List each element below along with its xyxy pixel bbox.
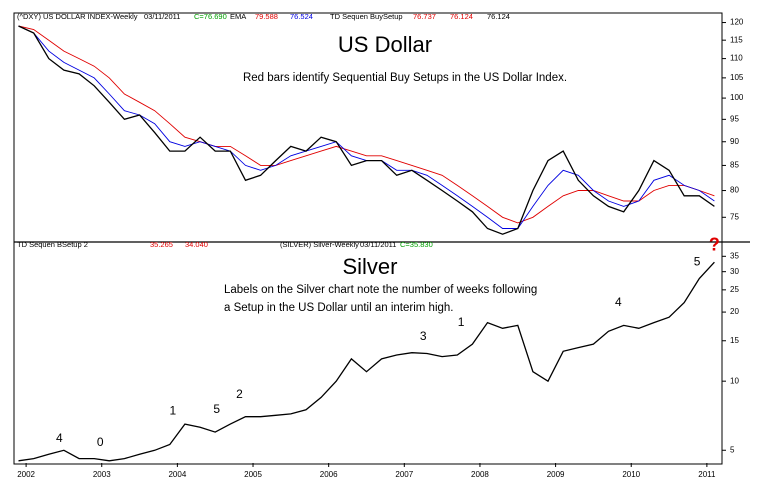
y-tick-label: 90: [730, 137, 739, 146]
annotation: 5: [213, 402, 220, 416]
frame: [13, 12, 723, 465]
panel-title: US Dollar: [338, 32, 432, 57]
x-tick-label: 2010: [622, 470, 640, 479]
price-line: [18, 25, 715, 235]
annotation: 2: [236, 387, 243, 401]
y-tick-label: 20: [730, 307, 739, 316]
price-line: [18, 25, 715, 224]
x-tick-label: 2003: [93, 470, 111, 479]
y-tick-label: 85: [730, 161, 739, 170]
y-tick-label: 10: [730, 376, 739, 385]
y-tick-label: 120: [730, 18, 744, 27]
y-tick-label: 75: [730, 212, 739, 221]
header-text: TD Sequen BSetup 2: [17, 240, 88, 249]
header-text: 35.265: [150, 240, 173, 249]
header-text: 76.124: [450, 12, 473, 21]
header-text: 76.124: [487, 12, 510, 21]
annotation: 1: [170, 403, 177, 417]
x-tick-label: 2005: [244, 470, 262, 479]
y-tick-label: 115: [730, 35, 743, 44]
x-tick-label: 2006: [320, 470, 338, 479]
price-line: [18, 261, 715, 462]
header-text: (SILVER) Silver-Weekly: [280, 240, 359, 249]
panel-note: a Setup in the US Dollar until an interi…: [224, 302, 453, 314]
y-tick-label: 25: [730, 285, 739, 294]
y-tick-label: 35: [730, 251, 739, 260]
x-tick-label: 2011: [698, 470, 716, 479]
header-text: EMA: [230, 12, 246, 21]
annotation: 4: [56, 431, 63, 445]
x-tick-label: 2007: [395, 470, 413, 479]
header-text: TD Sequen BuySetup: [330, 12, 403, 21]
y-tick-label: 80: [730, 186, 739, 195]
y-tick-label: 30: [730, 267, 739, 276]
annotation: 5: [694, 254, 701, 268]
x-tick-label: 2008: [471, 470, 489, 479]
panel-title: Silver: [342, 254, 397, 279]
annotation: 1: [458, 315, 465, 329]
annotation: 3: [420, 329, 427, 343]
header-text: 03/11/2011: [360, 240, 396, 249]
header-text: 34.040: [185, 240, 208, 249]
annotation: 4: [615, 295, 622, 309]
header-text: 76.737: [413, 12, 436, 21]
annotation: ?: [709, 234, 720, 254]
header-text: 03/11/2011: [144, 12, 180, 21]
header-text: 76.524: [290, 12, 313, 21]
panel-note: Red bars identify Sequential Buy Setups …: [243, 72, 567, 84]
y-tick-label: 5: [730, 445, 735, 454]
header-text: C=76.690: [194, 12, 227, 21]
y-tick-label: 110: [730, 54, 743, 63]
x-tick-label: 2009: [547, 470, 565, 479]
x-tick-label: 2004: [168, 470, 186, 479]
y-tick-label: 105: [730, 73, 744, 82]
panel-note: Labels on the Silver chart note the numb…: [224, 284, 537, 296]
y-tick-label: 95: [730, 114, 739, 123]
y-tick-label: 15: [730, 336, 739, 345]
header-text: 79.588: [255, 12, 278, 21]
annotation: 0: [97, 435, 104, 449]
y-tick-label: 100: [730, 93, 744, 102]
header-text: (^DXY) US DOLLAR INDEX-Weekly: [17, 12, 138, 21]
x-tick-label: 2002: [17, 470, 35, 479]
header-text: C=35.830: [400, 240, 433, 249]
